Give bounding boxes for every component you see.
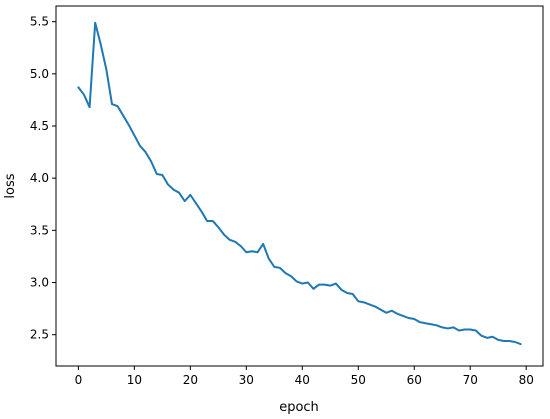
- y-axis-title: loss: [3, 173, 18, 198]
- x-tick-label: 40: [295, 373, 310, 387]
- series-layer: [77, 21, 522, 346]
- plot-area: [55, 5, 544, 367]
- x-tick-label: 70: [463, 373, 478, 387]
- x-tick-label: 80: [519, 373, 534, 387]
- x-tick-label: 20: [183, 373, 198, 387]
- loss-series-line: [77, 21, 522, 346]
- x-tick-label: 30: [239, 373, 254, 387]
- x-axis: 0 10 20 30 40 50 60 70 80: [75, 366, 534, 387]
- x-tick-label: 50: [351, 373, 366, 387]
- x-tick-label: 10: [127, 373, 142, 387]
- x-tick-label: 60: [407, 373, 422, 387]
- y-tick-label: 2.5: [30, 328, 49, 342]
- y-tick-label: 5.5: [30, 15, 49, 29]
- y-tick-label: 5.0: [30, 67, 49, 81]
- y-tick-label: 4.5: [30, 119, 49, 133]
- x-tick-label: 0: [75, 373, 83, 387]
- y-tick-label: 4.0: [30, 171, 49, 185]
- y-tick-label: 3.5: [30, 223, 49, 237]
- y-axis: 2.5 3.0 3.5 4.0 4.5 5.0 5.5: [30, 15, 56, 342]
- y-tick-label: 3.0: [30, 276, 49, 290]
- x-axis-title: epoch: [279, 400, 319, 415]
